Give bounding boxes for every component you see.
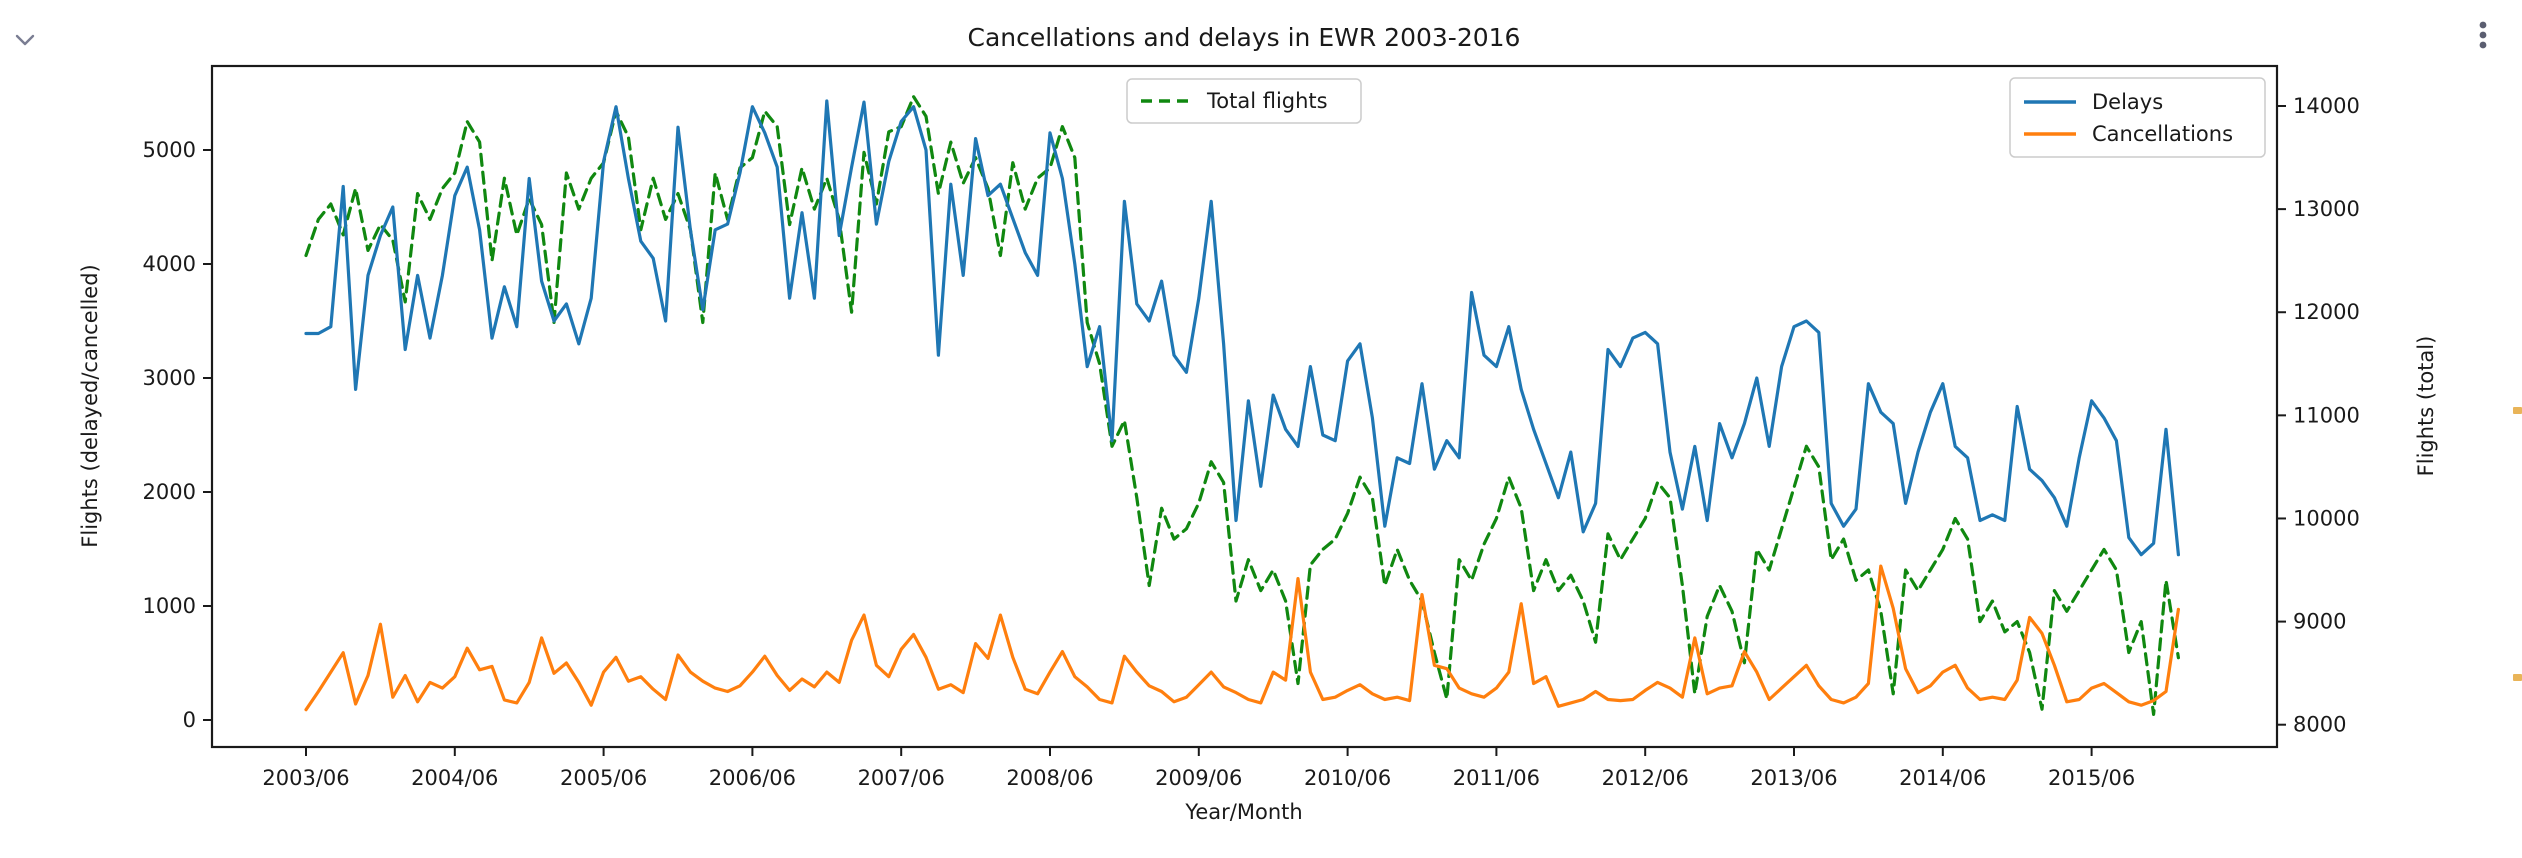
kebab-menu-icon	[2479, 21, 2487, 49]
y-right-tick-label: 11000	[2293, 403, 2360, 427]
y-left-tick-label: 1000	[143, 594, 196, 618]
x-tick-label: 2008/06	[1006, 766, 1093, 790]
x-tick-label: 2011/06	[1453, 766, 1540, 790]
x-tick-label: 2012/06	[1602, 766, 1689, 790]
x-tick-label: 2015/06	[2048, 766, 2135, 790]
legend-label-delays: Delays	[2092, 90, 2163, 114]
x-tick-label: 2006/06	[709, 766, 796, 790]
x-tick-label: 2005/06	[560, 766, 647, 790]
legend-label-total-flights: Total flights	[1206, 89, 1328, 113]
legend-total-flights: Total flights	[1126, 78, 1362, 124]
chevron-down-icon	[15, 34, 35, 46]
y-right-tick-label: 8000	[2293, 713, 2346, 737]
x-axis-label: Year/Month	[1184, 800, 1302, 824]
axis-tick-labels: 0 1000 2000 3000 4000 5000 8000 9000 10000 11000 1…	[143, 94, 2360, 790]
y-left-tick-label: 3000	[143, 366, 196, 390]
legend-label-cancellations: Cancellations	[2092, 122, 2233, 146]
x-tick-label: 2004/06	[411, 766, 498, 790]
y-left-tick-label: 5000	[143, 138, 196, 162]
x-tick-label: 2009/06	[1155, 766, 1242, 790]
legend-delays-cancellations: Delays Cancellations	[2009, 77, 2266, 158]
axis-ticks	[203, 105, 2286, 756]
x-tick-label: 2014/06	[1899, 766, 1986, 790]
series-lines	[304, 95, 2180, 717]
y-right-tick-label: 14000	[2293, 94, 2360, 118]
scrollbar-annotation-marker[interactable]	[2513, 674, 2522, 681]
y-left-tick-label: 2000	[143, 480, 196, 504]
x-tick-label: 2010/06	[1304, 766, 1391, 790]
y-right-tick-label: 9000	[2293, 610, 2346, 634]
chart-title: Cancellations and delays in EWR 2003-201…	[968, 23, 1521, 52]
more-actions-button[interactable]	[2470, 16, 2496, 56]
x-tick-label: 2007/06	[858, 766, 945, 790]
y-right-tick-label: 10000	[2293, 506, 2360, 530]
delays-line	[304, 99, 2180, 557]
y-right-tick-label: 12000	[2293, 300, 2360, 324]
scrollbar-annotation-marker[interactable]	[2513, 407, 2522, 414]
y-axis-label-right: Flights (total)	[2414, 336, 2438, 477]
cancellations-line	[304, 564, 2180, 712]
collapse-output-button[interactable]	[10, 28, 40, 52]
y-axis-label-left: Flights (delayed/cancelled)	[78, 264, 102, 547]
y-left-tick-label: 0	[183, 708, 196, 732]
y-left-tick-label: 4000	[143, 252, 196, 276]
plot-frame	[210, 64, 2279, 749]
y-right-tick-label: 13000	[2293, 197, 2360, 221]
x-tick-label: 2013/06	[1750, 766, 1837, 790]
x-tick-label: 2003/06	[262, 766, 349, 790]
